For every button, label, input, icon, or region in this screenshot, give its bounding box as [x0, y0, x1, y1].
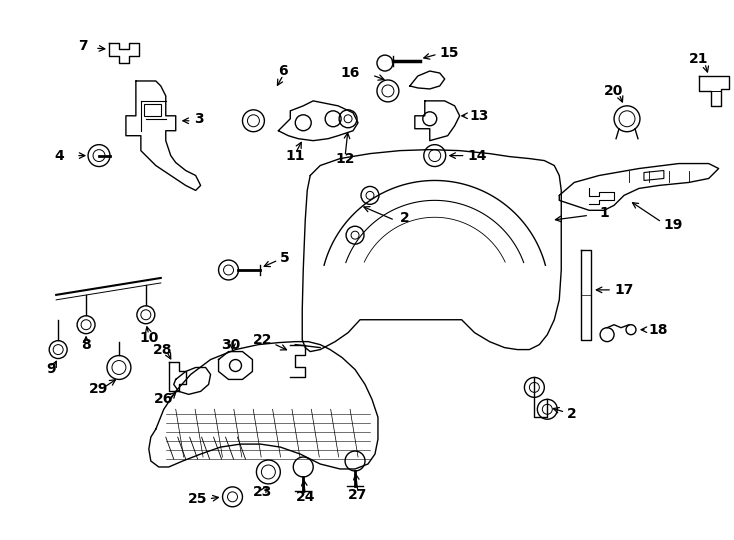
Text: 9: 9 — [46, 362, 56, 376]
Text: 16: 16 — [341, 66, 360, 80]
Text: 13: 13 — [470, 109, 489, 123]
Text: 18: 18 — [649, 323, 669, 337]
Text: 19: 19 — [664, 218, 683, 232]
Text: 6: 6 — [278, 64, 288, 78]
Text: 11: 11 — [286, 148, 305, 163]
Text: 26: 26 — [154, 393, 173, 406]
Text: 3: 3 — [194, 112, 203, 126]
Text: 2: 2 — [567, 407, 577, 421]
Text: 28: 28 — [153, 342, 172, 356]
Text: 10: 10 — [139, 330, 159, 345]
Text: 27: 27 — [349, 488, 368, 502]
Text: 12: 12 — [335, 152, 355, 166]
Text: 15: 15 — [440, 46, 459, 60]
Text: 25: 25 — [188, 492, 208, 506]
Text: 17: 17 — [614, 283, 633, 297]
Text: 1: 1 — [599, 206, 609, 220]
Text: 23: 23 — [252, 485, 272, 499]
Text: 2: 2 — [400, 211, 410, 225]
Text: 30: 30 — [221, 338, 240, 352]
Text: 20: 20 — [604, 84, 624, 98]
Text: 29: 29 — [90, 382, 109, 396]
Text: 24: 24 — [296, 490, 315, 504]
Text: 7: 7 — [79, 39, 88, 53]
Text: 21: 21 — [689, 52, 708, 66]
Text: 5: 5 — [280, 251, 290, 265]
Text: 22: 22 — [252, 333, 272, 347]
Text: 14: 14 — [468, 148, 487, 163]
Text: 8: 8 — [81, 338, 91, 352]
Text: 4: 4 — [54, 148, 64, 163]
